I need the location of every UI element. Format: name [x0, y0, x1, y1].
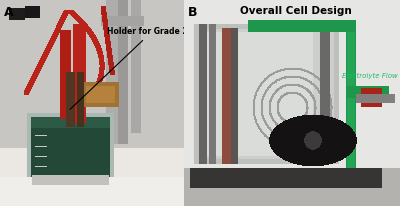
- Text: Holder for Grade 2 Ti: Holder for Grade 2 Ti: [70, 27, 198, 109]
- Text: Overall Cell Design: Overall Cell Design: [240, 6, 352, 16]
- Text: Electrolyte Flow: Electrolyte Flow: [342, 73, 398, 79]
- Text: B: B: [188, 6, 198, 19]
- Text: A: A: [4, 6, 13, 19]
